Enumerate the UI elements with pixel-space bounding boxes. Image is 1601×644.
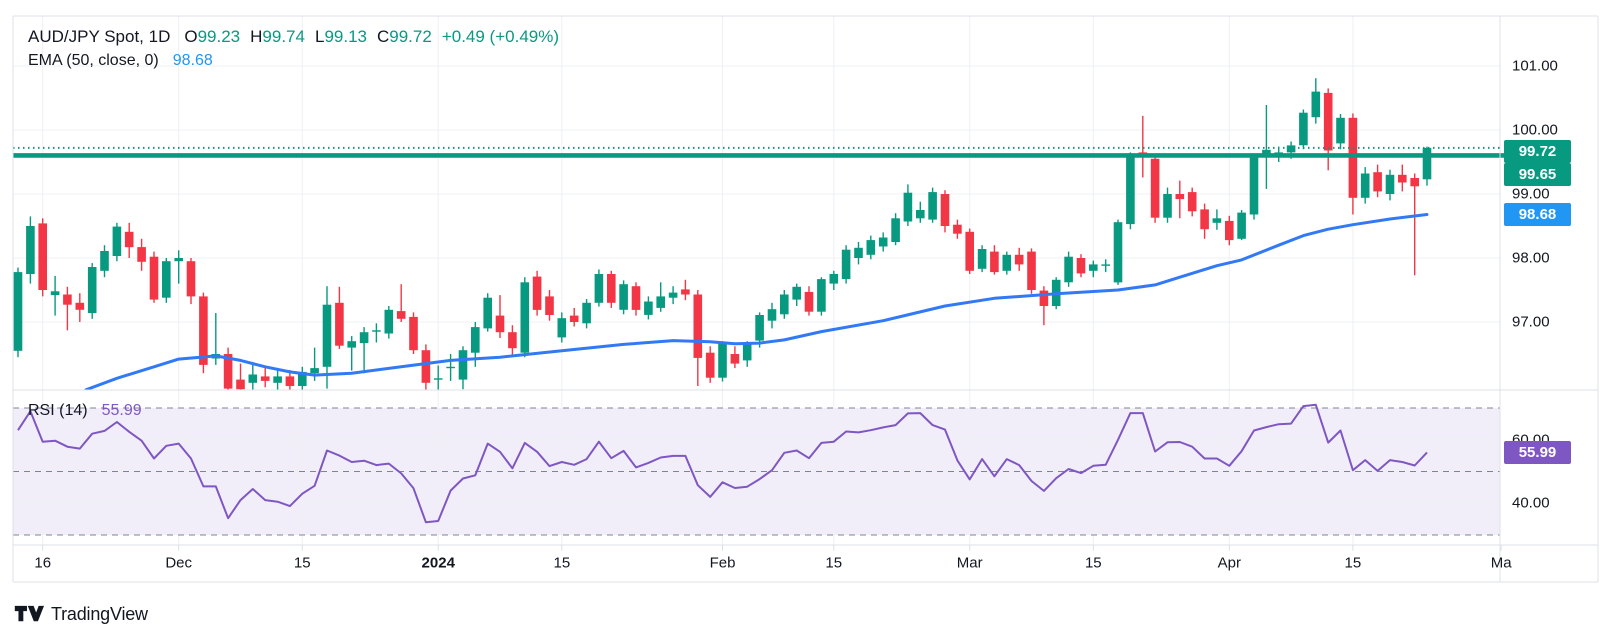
time-axis-label: Dec bbox=[165, 554, 193, 572]
symbol-legend[interactable]: AUD/JPY Spot, 1D O99.23 H99.74 L99.13 C99.72… bbox=[28, 27, 559, 47]
ohlc-close-value: 99.72 bbox=[389, 27, 432, 46]
time-axis-label: Mar bbox=[956, 554, 983, 572]
time-axis-label: 2024 bbox=[421, 554, 455, 572]
price-axis-label: 97.00 bbox=[1512, 313, 1550, 331]
time-axis-label: 15 bbox=[553, 554, 571, 572]
time-axis-label: Apr bbox=[1217, 554, 1241, 572]
time-axis-label: 16 bbox=[34, 554, 52, 572]
ohlc-low-value: 99.13 bbox=[324, 27, 367, 46]
price-axis-label: 98.00 bbox=[1512, 249, 1550, 267]
price-axis-label: 101.00 bbox=[1512, 57, 1558, 75]
level-price-badge: 99.65 bbox=[1504, 163, 1571, 186]
ema-price-badge: 98.68 bbox=[1504, 203, 1571, 226]
ema-legend[interactable]: EMA (50, close, 0) 98.68 bbox=[28, 52, 213, 70]
symbol-title: AUD/JPY Spot, 1D bbox=[28, 27, 171, 46]
time-axis-label: 15 bbox=[1084, 554, 1102, 572]
last-price-badge: 99.72 bbox=[1504, 140, 1571, 163]
time-axis-label: 15 bbox=[1344, 554, 1362, 572]
tradingview-logo-text: TradingView bbox=[51, 603, 148, 624]
ema-legend-value: 98.68 bbox=[172, 52, 213, 69]
tradingview-logo-icon bbox=[14, 605, 44, 622]
ema-legend-label: EMA (50, close, 0) bbox=[28, 52, 159, 69]
price-axis-label: 100.00 bbox=[1512, 121, 1558, 139]
rsi-legend-value: 55.99 bbox=[101, 402, 142, 419]
time-axis-label: Feb bbox=[709, 554, 736, 572]
change-value: +0.49 (+0.49%) bbox=[441, 27, 560, 46]
ohlc-high-label: H bbox=[250, 27, 263, 46]
time-axis-label: Ma bbox=[1490, 554, 1512, 572]
rsi-legend[interactable]: RSI (14) 55.99 bbox=[28, 402, 142, 420]
ohlc-open-value: 99.23 bbox=[197, 27, 241, 46]
tradingview-logo[interactable]: TradingView bbox=[14, 602, 148, 626]
rsi-legend-label: RSI (14) bbox=[28, 402, 88, 419]
ohlc-high-value: 99.74 bbox=[262, 27, 305, 46]
time-axis-label: 15 bbox=[825, 554, 843, 572]
rsi-axis-label: 40.00 bbox=[1512, 494, 1550, 512]
rsi-value-badge: 55.99 bbox=[1504, 441, 1571, 464]
time-axis-label: 15 bbox=[293, 554, 311, 572]
ohlc-close-label: C bbox=[376, 27, 390, 46]
ohlc-low-label: L bbox=[314, 27, 325, 46]
ohlc-open-label: O bbox=[184, 27, 198, 46]
price-axis-label: 99.00 bbox=[1512, 185, 1550, 203]
